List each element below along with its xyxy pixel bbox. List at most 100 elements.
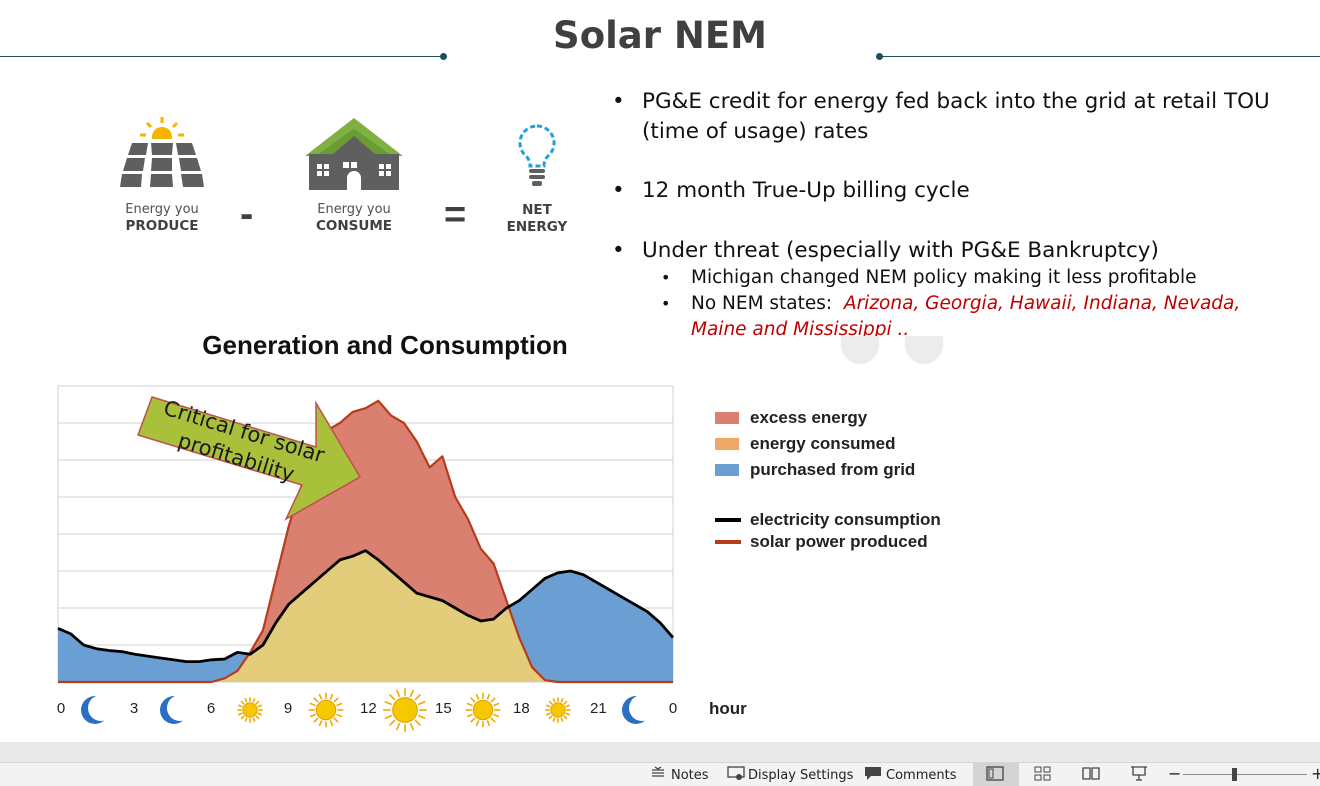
consume-label-top: Energy you [317, 202, 391, 217]
slideshow-icon[interactable] [1130, 766, 1148, 781]
notes-icon[interactable] [651, 766, 665, 780]
bullet-1-line2: (time of usage) rates [642, 119, 869, 144]
solar-panel-icon [120, 117, 204, 187]
sun-ray [252, 717, 256, 722]
no-nem-prefix: No NEM states: [691, 293, 833, 314]
x-axis-label: hour [709, 699, 747, 718]
minus-sign: - [240, 192, 254, 236]
bullet-2-marker: • [612, 178, 625, 203]
sun-ray [384, 714, 393, 720]
sun-ray [563, 700, 568, 705]
x-tick-label: 9 [283, 700, 293, 717]
sun-icon-disc [392, 697, 418, 723]
sun-ray [388, 719, 396, 727]
sun-ray [466, 713, 473, 718]
normal-view-icon[interactable] [986, 766, 1004, 781]
sun-ray [240, 700, 245, 705]
sun-ray [395, 689, 401, 698]
reading-view-icon[interactable] [1082, 766, 1100, 781]
produce-label: Energy you PRODUCE [112, 202, 212, 235]
moon-icon [622, 695, 655, 724]
sun-icon-disc [315, 699, 337, 721]
sun-ray [546, 712, 551, 716]
chart-title: Generation and Consumption [202, 330, 568, 360]
slide-sorter-icon[interactable] [1034, 766, 1052, 781]
sun-ray [546, 704, 551, 708]
sun-ray [309, 702, 316, 707]
zoom-out-button[interactable]: − [1168, 764, 1182, 783]
sun-ray [414, 719, 422, 727]
sun-ray [384, 700, 393, 706]
sun-ray [238, 712, 243, 716]
sun-ray [257, 704, 262, 708]
display-settings-button[interactable]: Display Settings [748, 768, 854, 783]
legend-label: energy consumed [750, 434, 896, 453]
sun-icon-disc [242, 702, 258, 718]
sun-icon-disc [472, 699, 494, 721]
produce-label-bottom: PRODUCE [125, 218, 199, 234]
sun-ray [336, 702, 343, 707]
series-line-electricity-consumption [57, 549, 675, 664]
net-energy-label: NET ENERGY [492, 202, 582, 236]
legend-label: electricity consumption [750, 510, 941, 529]
sun-ray [238, 704, 243, 708]
sun-icon-disc [550, 702, 566, 718]
display-settings-icon[interactable] [727, 766, 745, 781]
zoom-slider-thumb[interactable] [1232, 768, 1237, 781]
bullet-1-line1: PG&E credit for energy fed back into the… [642, 89, 1270, 114]
house-icon [305, 118, 403, 190]
sun-ray [493, 702, 500, 707]
consume-label-bottom: CONSUME [315, 218, 393, 234]
title-rule-right [880, 56, 1320, 57]
sub-bullet-1-marker: • [661, 268, 671, 287]
sun-ray [309, 713, 316, 718]
moon-icon [160, 695, 193, 724]
produce-label-top: Energy you [125, 202, 199, 217]
bullet-2: • 12 month True-Up billing cycle [612, 176, 970, 206]
sun-ray [475, 693, 480, 700]
sun-ray [409, 689, 415, 698]
legend-swatch [715, 412, 739, 424]
no-nem-states-line1: Arizona, Georgia, Hawaii, Indiana, Nevad… [843, 293, 1241, 314]
legend-swatch [715, 540, 741, 544]
sun-ray [244, 717, 248, 722]
notes-button[interactable]: Notes [671, 768, 709, 783]
zoom-in-button[interactable]: + [1311, 764, 1320, 783]
sun-ray [395, 722, 401, 731]
sun-ray [388, 693, 396, 701]
sub-bullet-2-marker: • [661, 294, 671, 313]
callout-arrow [137, 396, 362, 521]
sun-ray [486, 720, 491, 727]
normal-view-button[interactable] [973, 763, 1019, 786]
legend-label: solar power produced [750, 532, 928, 551]
sun-ray [490, 697, 496, 703]
sub-bullet-no-nem: • No NEM states: Arizona, Georgia, Hawai… [661, 291, 1291, 343]
sun-ray [466, 702, 473, 707]
comments-button[interactable]: Comments [886, 768, 957, 783]
generation-consumption-chart [57, 385, 675, 732]
sun-icon [237, 697, 263, 723]
sun-icon [308, 692, 344, 728]
legend-swatch [715, 438, 739, 450]
legend-label: purchased from grid [750, 460, 916, 479]
sun-ray [470, 717, 476, 723]
sun-ray [560, 717, 564, 722]
x-tick-label: 12 [360, 700, 377, 717]
sun-ray [552, 717, 556, 722]
slide: Solar NEM Energy you PRODUCE - Energy yo… [0, 0, 1320, 742]
sun-ray [548, 700, 553, 705]
title-rule-dot-right [876, 53, 883, 60]
sun-ray [414, 693, 422, 701]
x-tick-label: 18 [513, 700, 530, 717]
sun-ray [552, 698, 556, 703]
sun-ray [548, 715, 553, 720]
zoom-slider-track[interactable] [1183, 774, 1307, 775]
sub-bullet-michigan-text: Michigan changed NEM policy making it le… [691, 267, 1197, 288]
sun-ray [490, 717, 496, 723]
sun-ray [318, 693, 323, 700]
sun-ray [565, 704, 570, 708]
no-nem-states-line2: Maine and Mississippi .. [691, 319, 910, 340]
light-bulb-icon [518, 124, 556, 186]
title-rule-left [0, 56, 443, 57]
comments-icon[interactable] [864, 766, 882, 781]
